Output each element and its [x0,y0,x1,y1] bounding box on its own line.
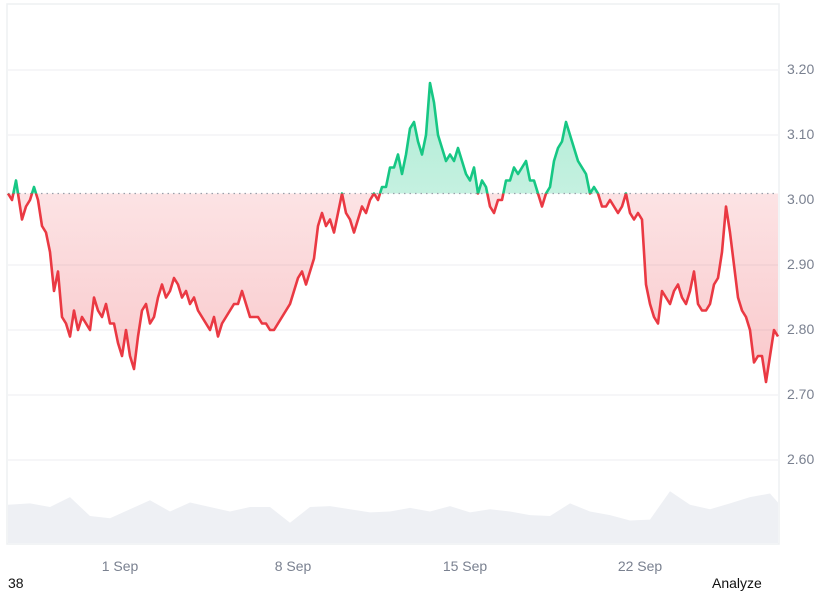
y-tick-label: 2.80 [787,321,815,337]
price-line [6,81,780,384]
y-tick-label: 2.90 [787,256,815,272]
y-tick-label: 3.10 [787,126,815,142]
x-tick-label: 8 Sep [274,558,312,574]
analyze-link[interactable]: Analyze [712,575,762,591]
x-tick-label: 1 Sep [101,558,139,574]
x-tick-label: 22 Sep [617,558,663,574]
x-tick-label: 15 Sep [442,558,488,574]
volume-area [8,491,778,543]
y-tick-label: 2.60 [787,451,815,467]
price-fill-areas [8,83,778,382]
y-tick-label: 3.00 [787,191,815,207]
footer-left-label: 38 [8,575,24,591]
y-tick-label: 2.70 [787,386,815,402]
y-tick-label: 3.20 [787,61,815,77]
